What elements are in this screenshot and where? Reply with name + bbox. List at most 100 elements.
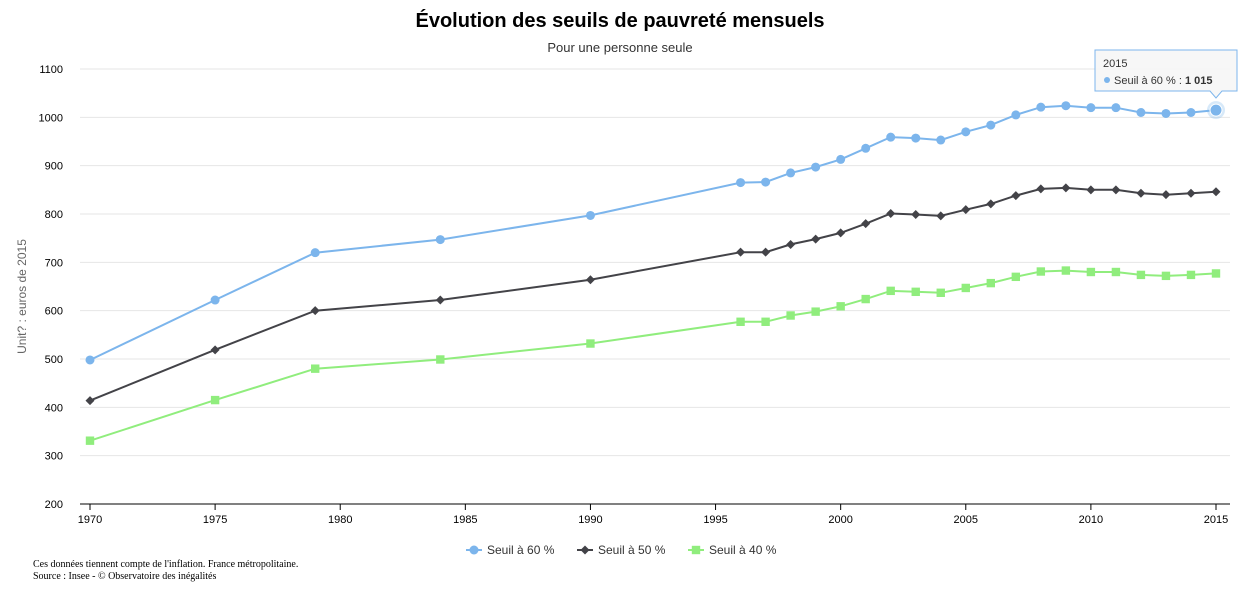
data-point-3-2000 [836, 302, 845, 311]
x-tick-label-1975: 1975 [203, 514, 227, 526]
data-point-1-2011 [1111, 103, 1121, 113]
data-point-1-2002 [886, 132, 896, 142]
data-point-3-2010 [1086, 267, 1096, 277]
y-tick-label-200: 200 [45, 499, 63, 511]
data-point-3-1979 [311, 364, 320, 373]
data-point-3-2006 [986, 278, 995, 288]
data-point-3-1975 [210, 395, 220, 405]
legend-item-1[interactable]: Seuil à 60 % [466, 543, 555, 557]
data-point-2-2015 [1211, 187, 1221, 197]
legend-item-3[interactable]: Seuil à 40 % [688, 543, 777, 557]
data-point-2-2000 [836, 228, 846, 238]
data-point-3-2014 [1186, 270, 1196, 280]
data-point-2-2007 [1011, 191, 1021, 201]
data-point-2-2010 [1086, 185, 1096, 195]
data-point-2-2008 [1036, 184, 1046, 194]
data-point-1-2008 [1036, 102, 1046, 112]
data-point-3-2015 [1211, 269, 1221, 278]
data-point-2-2002 [886, 209, 896, 219]
y-tick-label-1000: 1000 [39, 112, 63, 124]
data-point-3-2012 [1136, 270, 1146, 280]
x-tick-label-1995: 1995 [703, 514, 727, 526]
x-tick-label-1990: 1990 [578, 514, 602, 526]
y-tick-label-900: 900 [45, 161, 63, 173]
data-point-3-2008 [1036, 267, 1046, 276]
data-point-3-1998 [786, 311, 795, 320]
data-point-2-2006 [986, 199, 996, 209]
hover-point [1209, 103, 1223, 117]
y-axis-title: Unit? : euros de 2015 [15, 239, 29, 354]
data-point-2-1970 [85, 396, 95, 406]
data-point-3-2013 [1161, 271, 1171, 281]
data-point-3-2011 [1111, 267, 1121, 277]
legend-label-2: Seuil à 50 % [598, 543, 666, 557]
data-point-3-2003 [911, 287, 920, 297]
x-tick-label-1970: 1970 [78, 514, 102, 526]
data-point-2-2004 [936, 211, 946, 221]
data-point-2-1997 [761, 247, 771, 257]
legend-marker-3 [691, 545, 701, 555]
axes: 200 300 400 500 600 700 800 900 1000 1100 1970 1975… [15, 64, 1230, 526]
data-point-1-2005 [961, 127, 971, 137]
data-point-1-1997 [761, 177, 771, 187]
data-point-3-1999 [811, 307, 820, 316]
data-point-2-2005 [961, 205, 971, 215]
data-point-2-2003 [911, 209, 921, 219]
y-tick-label-500: 500 [45, 354, 63, 366]
y-tick-label-300: 300 [45, 451, 63, 463]
series-line-3 [89, 269, 1217, 442]
data-point-1-2004 [936, 135, 946, 145]
x-tick-label-2005: 2005 [954, 514, 978, 526]
data-point-2-2001 [861, 219, 871, 229]
data-point-3-1984 [436, 355, 445, 364]
data-point-2-1979 [310, 306, 320, 316]
y-tick-label-800: 800 [45, 209, 63, 221]
data-point-1-2013 [1161, 108, 1171, 118]
data-point-1-2007 [1011, 110, 1021, 120]
tooltip: 2015 Seuil à 60 % : 1 015 [1094, 49, 1238, 120]
data-point-3-1996 [736, 317, 745, 326]
data-point-3-1970 [85, 436, 95, 445]
data-point-3-1990 [586, 339, 595, 348]
data-point-2-1999 [811, 234, 821, 244]
data-point-3-2007 [1011, 272, 1021, 282]
data-point-2-2009 [1061, 183, 1071, 193]
data-point-1-1998 [786, 168, 796, 178]
data-point-2-2012 [1136, 188, 1146, 198]
grid-lines [80, 68, 1230, 457]
data-point-3-2004 [936, 288, 945, 297]
data-point-2-1996 [736, 247, 746, 257]
data-point-3-2001 [861, 294, 870, 304]
legend: Seuil à 60 % Seuil à 50 % Seuil à 40 % [466, 543, 777, 557]
tooltip-header: 2015 [1103, 58, 1127, 70]
data-point-2-2014 [1186, 188, 1196, 198]
legend-item-2[interactable]: Seuil à 50 % [577, 543, 666, 557]
data-point-1-1984 [435, 235, 445, 245]
x-tick-label-1980: 1980 [328, 514, 352, 526]
data-point-2-1998 [786, 239, 796, 249]
series-line-2 [89, 186, 1217, 402]
x-tick-label-1985: 1985 [453, 514, 477, 526]
y-tick-label-700: 700 [45, 257, 63, 269]
tooltip-series-label: Seuil à 60 % : 1 015 [1114, 75, 1212, 87]
data-point-1-1990 [585, 210, 595, 220]
series-line-1 [89, 104, 1217, 361]
legend-label-1: Seuil à 60 % [487, 543, 555, 557]
series-1 [85, 101, 1221, 365]
data-point-1-2010 [1086, 103, 1096, 113]
x-tick-label-2010: 2010 [1079, 514, 1103, 526]
legend-label-3: Seuil à 40 % [709, 543, 777, 557]
series-3 [85, 266, 1221, 445]
chart-subtitle: Pour une personne seule [547, 40, 693, 55]
data-point-1-1999 [811, 162, 821, 172]
x-tick-label-2000: 2000 [828, 514, 852, 526]
data-point-1-2003 [911, 133, 921, 143]
series-2 [85, 183, 1221, 406]
data-point-1-2006 [986, 120, 996, 130]
data-point-1-1970 [85, 355, 95, 365]
y-tick-label-1100: 1100 [39, 64, 63, 76]
data-point-1-2001 [861, 143, 871, 153]
data-point-3-1997 [761, 317, 770, 326]
data-point-2-2011 [1111, 185, 1121, 195]
